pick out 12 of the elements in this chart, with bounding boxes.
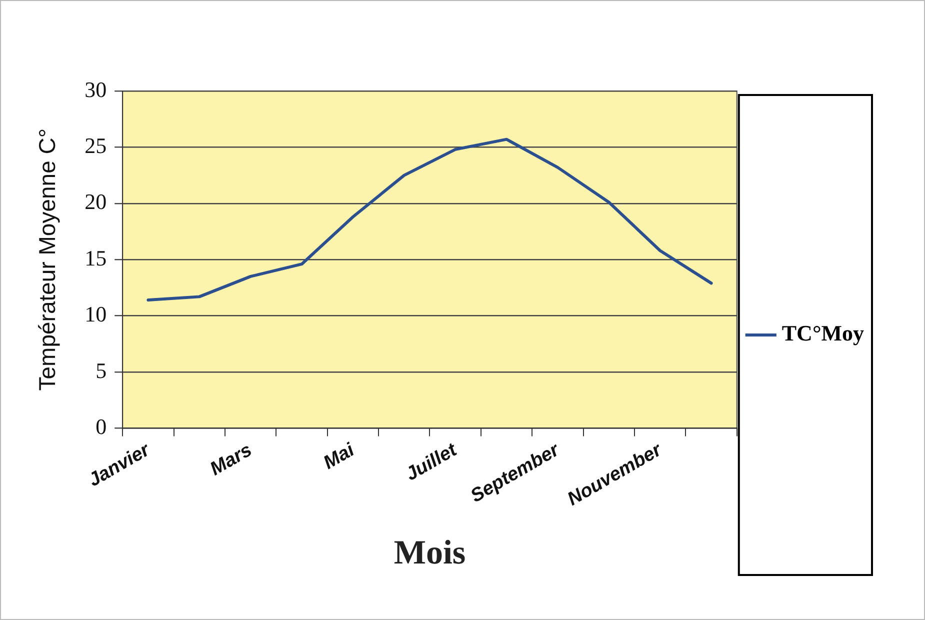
x-tick-label: Mars — [206, 440, 256, 480]
x-tick-label: Mai — [320, 439, 359, 474]
y-tick-label: 0 — [96, 414, 107, 439]
y-tick-label: 10 — [84, 302, 107, 327]
y-axis-title: Températeur Moyenne C° — [34, 128, 60, 391]
y-tick-label: 20 — [84, 189, 107, 214]
legend-label: TC°Moy — [782, 320, 864, 346]
y-tick-label: 30 — [84, 76, 107, 102]
y-tick-label: 15 — [84, 245, 107, 270]
y-tick-label: 5 — [96, 358, 107, 383]
y-tick-label: 25 — [84, 132, 107, 158]
x-axis-title: Mois — [394, 534, 466, 572]
